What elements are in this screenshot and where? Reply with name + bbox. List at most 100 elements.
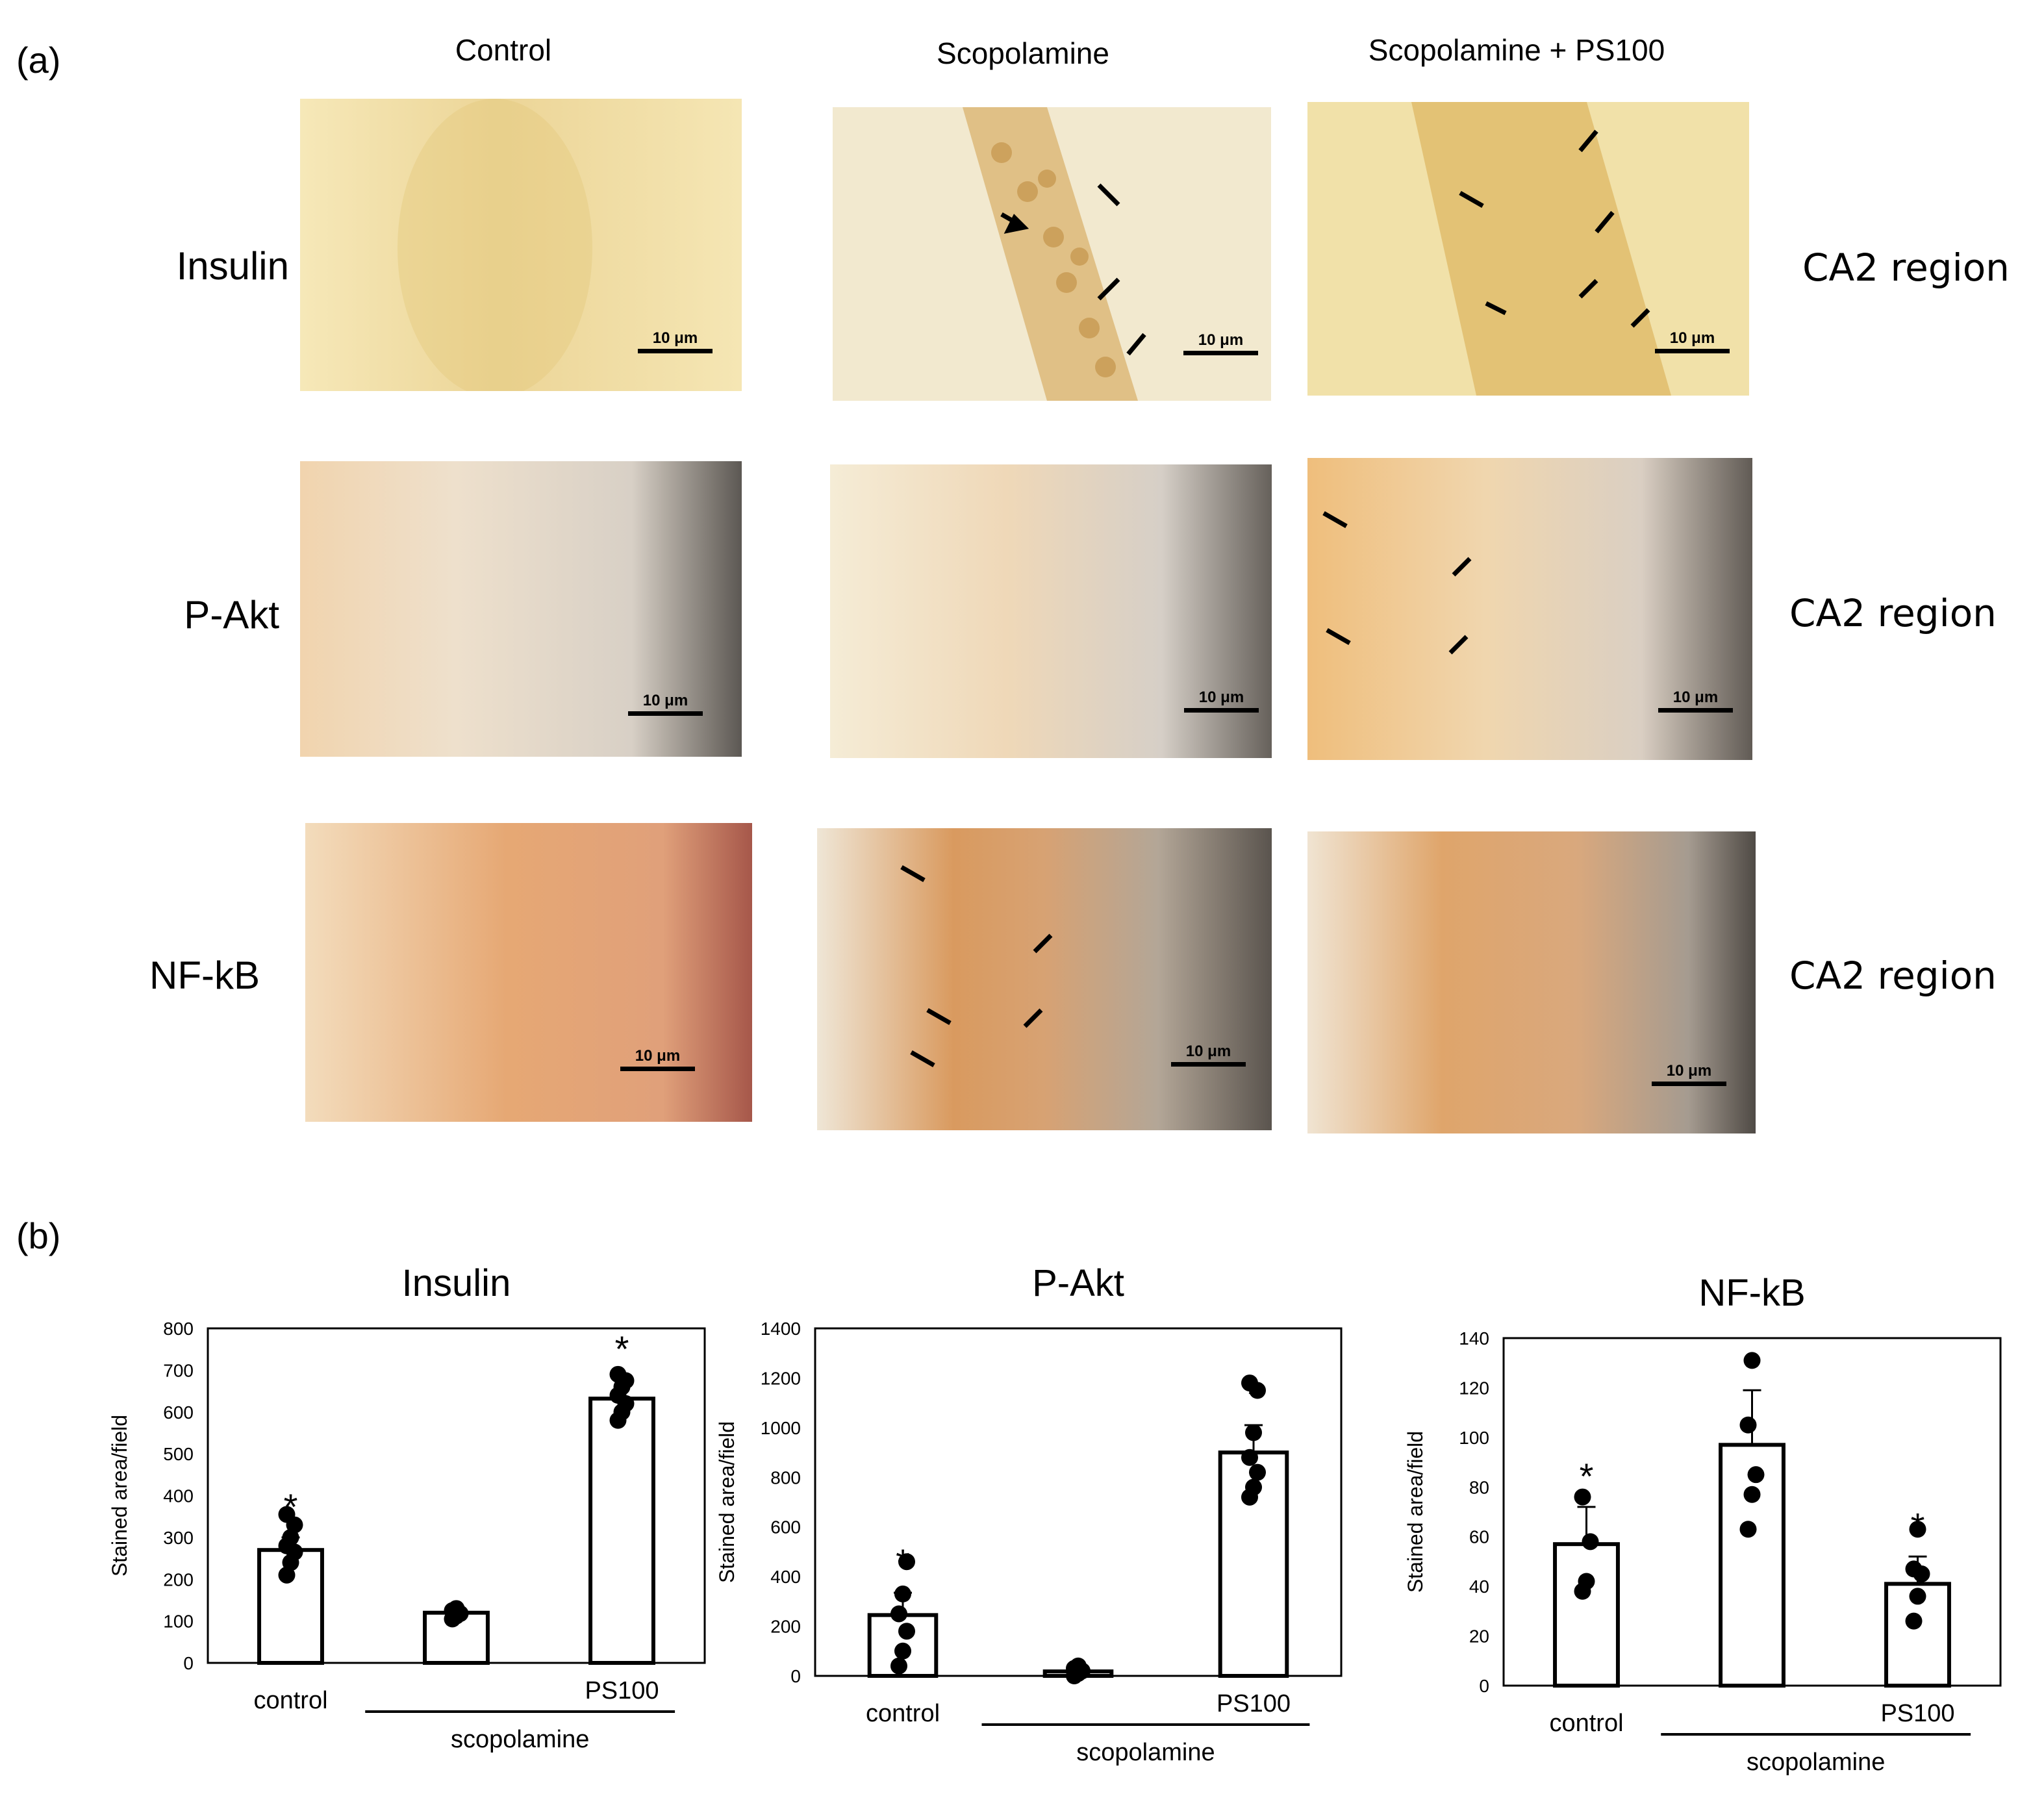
data-point <box>1743 1486 1761 1503</box>
data-point <box>1070 1657 1087 1675</box>
data-point <box>1905 1612 1923 1630</box>
y-tick-label: 80 <box>1469 1477 1489 1497</box>
y-tick-label: 0 <box>183 1653 194 1673</box>
column-header-control: Control <box>455 33 552 67</box>
scale-bar <box>628 711 703 716</box>
category-label: PS100 <box>585 1677 659 1704</box>
significance-star: * <box>1911 1505 1925 1546</box>
data-point <box>1743 1352 1761 1369</box>
region-label-pakt: CA2 region <box>1789 591 1997 635</box>
scale-bar <box>1655 349 1730 353</box>
y-tick-label: 0 <box>790 1666 801 1686</box>
y-tick-label: 200 <box>770 1617 801 1637</box>
scale-bar-label: 10 μm <box>1185 1043 1231 1060</box>
group-label: scopolamine <box>1747 1749 1885 1776</box>
group-label: scopolamine <box>451 1726 589 1753</box>
category-label: PS100 <box>1880 1700 1954 1727</box>
scale-bar-label: 10 μm <box>1666 1062 1712 1080</box>
data-point <box>890 1657 907 1675</box>
y-tick-label: 1000 <box>761 1418 801 1438</box>
y-tick-label: 500 <box>163 1444 194 1464</box>
scale-bar <box>1183 351 1258 355</box>
micrograph-insulin-scopolamine: 10 μm <box>833 107 1271 401</box>
y-tick-label: 40 <box>1469 1576 1489 1597</box>
data-point <box>898 1623 915 1640</box>
column-header-scopolamine-ps100: Scopolamine + PS100 <box>1368 33 1665 67</box>
data-point <box>1909 1521 1926 1538</box>
micrograph-nfkb-control: 10 μm <box>305 823 752 1122</box>
y-tick-label: 0 <box>1479 1676 1489 1696</box>
y-tick-label: 800 <box>163 1319 194 1339</box>
y-tick-label: 200 <box>163 1569 194 1589</box>
data-point <box>898 1553 915 1571</box>
micrograph-nfkb-ps100: 10 μm <box>1307 831 1756 1133</box>
data-point <box>1578 1573 1595 1590</box>
scale-bar <box>1652 1082 1726 1086</box>
micrograph-insulin-control: 10 μm <box>300 99 742 391</box>
scale-bar <box>620 1067 695 1071</box>
scale-bar-label: 10 μm <box>1669 329 1715 347</box>
chart-title: P-Akt <box>1032 1262 1124 1304</box>
y-tick-label: 600 <box>163 1402 194 1423</box>
data-point <box>890 1605 907 1623</box>
group-label: scopolamine <box>1076 1739 1215 1766</box>
data-point <box>894 1642 911 1660</box>
y-axis-label: Stained area/field <box>1404 1431 1427 1593</box>
significance-star: * <box>284 1486 298 1527</box>
bar <box>588 1397 655 1665</box>
significance-star: * <box>1580 1456 1594 1497</box>
panel-a-label: (a) <box>16 40 61 81</box>
scale-bar <box>1184 708 1259 713</box>
data-point <box>1245 1424 1262 1441</box>
micrograph-pakt-ps100: 10 μm <box>1307 458 1752 760</box>
micrograph-nfkb-scopolamine: 10 μm <box>817 828 1272 1130</box>
micrograph-insulin-ps100: 10 μm <box>1307 102 1749 396</box>
scale-bar-label: 10 μm <box>1198 331 1244 349</box>
scale-bar-label: 10 μm <box>635 1047 681 1065</box>
y-tick-label: 800 <box>770 1467 801 1488</box>
data-point <box>1241 1449 1258 1466</box>
scale-bar-label: 10 μm <box>1198 689 1244 706</box>
y-axis-label: Stained area/field <box>108 1415 131 1576</box>
region-label-nfkb: CA2 region <box>1789 954 1997 998</box>
category-label: control <box>1549 1710 1623 1737</box>
data-point <box>609 1365 627 1383</box>
y-tick-label: 20 <box>1469 1627 1489 1647</box>
significance-star: * <box>1246 1374 1261 1415</box>
data-point <box>1747 1466 1765 1484</box>
data-point <box>894 1585 911 1602</box>
y-tick-label: 1400 <box>761 1319 801 1339</box>
scale-bar <box>1171 1062 1246 1067</box>
data-point <box>1905 1560 1923 1578</box>
significance-star: * <box>896 1541 910 1582</box>
scale-bar-label: 10 μm <box>652 329 698 347</box>
y-tick-label: 120 <box>1459 1378 1489 1398</box>
row-label-nfkb: NF-kB <box>149 954 260 997</box>
y-tick-label: 700 <box>163 1360 194 1380</box>
y-tick-label: 400 <box>770 1567 801 1587</box>
scale-bar-label: 10 μm <box>642 692 688 709</box>
chart-title: Insulin <box>402 1262 511 1304</box>
scale-bar <box>1658 708 1733 713</box>
data-point <box>1739 1521 1757 1538</box>
panel-b-label: (b) <box>16 1215 61 1256</box>
row-label-pakt: P-Akt <box>184 593 279 637</box>
category-label: control <box>253 1687 327 1714</box>
category-label: PS100 <box>1217 1690 1291 1717</box>
region-label-insulin: CA2 region <box>1802 246 2010 290</box>
scale-bar <box>638 349 713 353</box>
y-tick-label: 140 <box>1459 1328 1489 1348</box>
micrograph-pakt-scopolamine: 10 μm <box>830 464 1272 758</box>
y-tick-label: 60 <box>1469 1527 1489 1547</box>
significance-star: * <box>615 1328 629 1369</box>
data-point <box>1739 1416 1757 1434</box>
y-tick-label: 1200 <box>761 1368 801 1388</box>
data-point <box>1574 1488 1591 1506</box>
row-label-insulin: Insulin <box>176 244 289 288</box>
data-point <box>278 1506 296 1523</box>
